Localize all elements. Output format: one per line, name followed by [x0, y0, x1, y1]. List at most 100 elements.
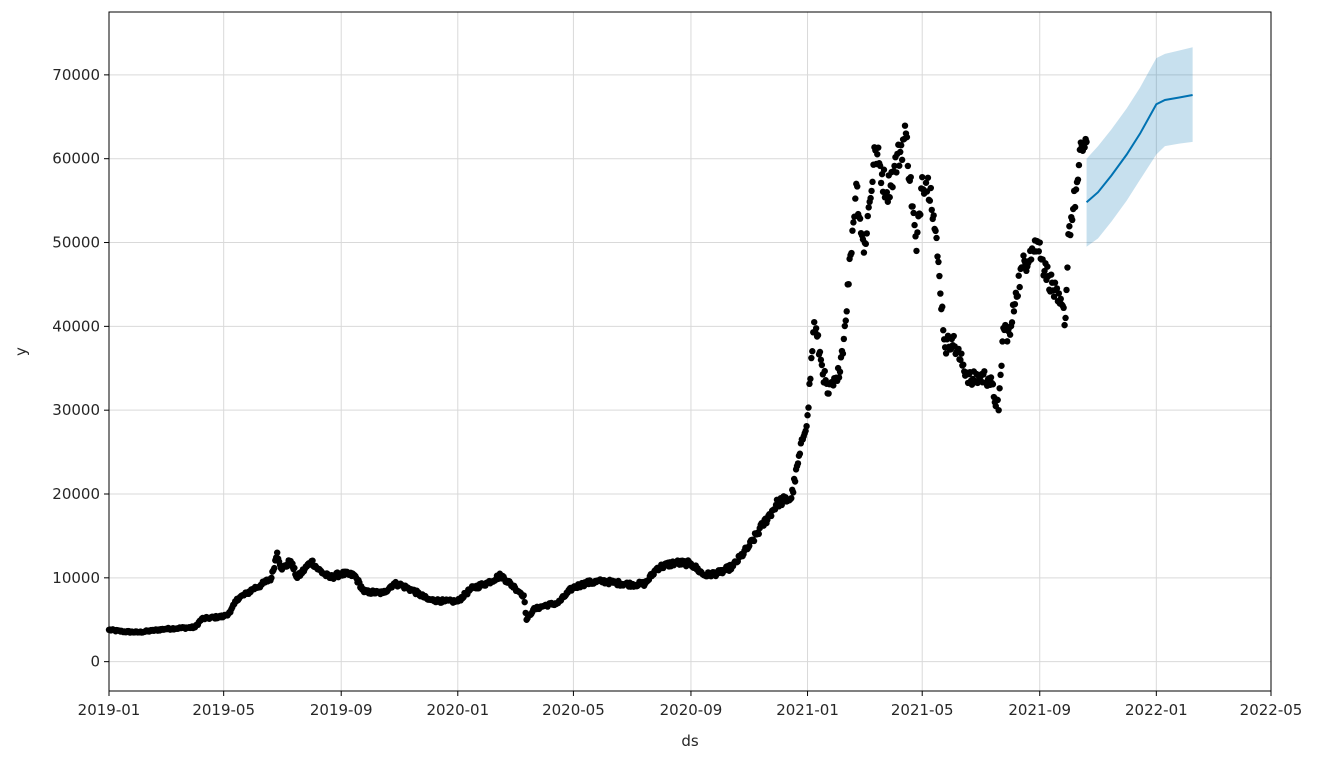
data-point-filler — [1020, 252, 1027, 259]
data-point-filler — [806, 380, 813, 388]
data-point-filler — [521, 598, 528, 606]
data-point-filler — [940, 327, 947, 334]
data-point-filler — [839, 350, 847, 357]
data-point-filler — [877, 179, 885, 187]
data-point-filler — [992, 402, 999, 410]
y-tick-label: 0 — [90, 653, 100, 671]
data-point-filler — [846, 255, 853, 263]
data-point-filler — [999, 338, 1006, 345]
data-point — [817, 356, 825, 364]
data-point-filler — [934, 253, 941, 260]
data-point-filler — [955, 345, 962, 353]
y-tick-label: 70000 — [52, 66, 100, 84]
data-point-filler — [852, 195, 859, 202]
data-point-filler — [755, 530, 763, 538]
data-point-filler — [768, 512, 775, 520]
data-point-filler — [814, 332, 822, 339]
data-point-filler — [271, 564, 278, 572]
data-point-filler — [998, 362, 1005, 369]
data-point-filler — [869, 178, 876, 186]
data-point-filler — [910, 209, 917, 217]
data-point-filler — [922, 179, 930, 186]
data-point-filler — [1050, 293, 1058, 300]
y-axis-label: y — [12, 347, 30, 356]
data-point-filler — [808, 354, 815, 362]
data-point-filler — [880, 166, 888, 173]
data-point-filler — [812, 325, 820, 332]
data-point-filler — [843, 308, 850, 315]
data-point-filler — [1004, 338, 1011, 345]
data-point-filler — [1064, 264, 1071, 271]
data-point-filler — [807, 375, 814, 383]
data-point-filler — [907, 173, 914, 181]
data-point-filler — [818, 361, 826, 369]
data-point-filler — [932, 227, 939, 235]
data-point-filler — [935, 258, 942, 266]
y-tick-label: 20000 — [52, 485, 100, 503]
data-point-filler — [911, 221, 918, 229]
data-point — [804, 412, 811, 419]
data-point-filler — [891, 162, 898, 170]
data-point-filler — [924, 174, 932, 181]
data-point-filler — [876, 162, 884, 170]
x-tick-label: 2021-05 — [891, 701, 954, 719]
data-point-filler — [1044, 263, 1051, 270]
data-point-filler — [1055, 290, 1063, 297]
x-tick-label: 2019-05 — [192, 701, 255, 719]
data-point-filler — [825, 390, 832, 397]
x-tick-label: 2020-09 — [660, 701, 723, 719]
data-point-filler — [856, 215, 864, 222]
data-point-filler — [897, 142, 905, 149]
data-point-filler — [1053, 285, 1061, 292]
x-tick-label: 2019-01 — [78, 701, 141, 719]
data-point-filler — [816, 348, 824, 356]
data-point-filler — [958, 350, 965, 357]
data-point-filler — [1072, 186, 1080, 193]
uncertainty-band — [1086, 47, 1193, 247]
data-point-filler — [1015, 272, 1022, 279]
data-point-filler — [864, 212, 871, 220]
data-point-filler — [1057, 295, 1064, 303]
x-tick-label: 2022-01 — [1125, 701, 1188, 719]
plot-frame — [108, 11, 1272, 692]
data-point-filler — [1051, 279, 1059, 286]
data-point-filler — [1075, 161, 1083, 169]
data-point-filler — [1071, 203, 1079, 211]
data-point-filler — [1035, 248, 1042, 255]
data-point-filler — [1016, 283, 1023, 291]
data-point-filler — [868, 187, 875, 195]
data-point-filler — [928, 206, 935, 214]
data-point-filler — [1066, 223, 1073, 230]
data-point-filler — [835, 374, 843, 381]
data-point-filler — [987, 374, 995, 381]
data-point-filler — [917, 211, 924, 218]
data-point — [811, 318, 818, 326]
data-point — [1062, 314, 1069, 322]
data-point-filler — [821, 367, 828, 375]
data-point-filler — [989, 381, 997, 388]
data-point-filler — [909, 203, 916, 210]
data-point-filler — [903, 133, 911, 141]
data-point-filler — [849, 227, 856, 234]
data-point — [919, 173, 926, 181]
data-point-filler — [939, 303, 946, 310]
data-point-filler — [933, 234, 940, 242]
data-point-filler — [926, 197, 934, 204]
y-tick-label: 50000 — [52, 234, 100, 252]
x-tick-label: 2020-05 — [542, 701, 605, 719]
data-point-filler — [1061, 321, 1068, 329]
data-point-filler — [854, 183, 861, 190]
data-point-filler — [875, 144, 882, 151]
data-point-filler — [1034, 238, 1042, 246]
y-tick-label: 60000 — [52, 150, 100, 168]
data-point-filler — [904, 162, 912, 170]
data-point-filler — [901, 122, 909, 129]
data-point-filler — [893, 169, 900, 176]
data-point-filler — [886, 194, 893, 201]
data-point-filler — [1067, 231, 1074, 239]
data-point-filler — [794, 460, 802, 467]
data-point-filler — [845, 280, 852, 288]
data-point-filler — [996, 385, 1003, 392]
data-point-filler — [836, 368, 844, 376]
